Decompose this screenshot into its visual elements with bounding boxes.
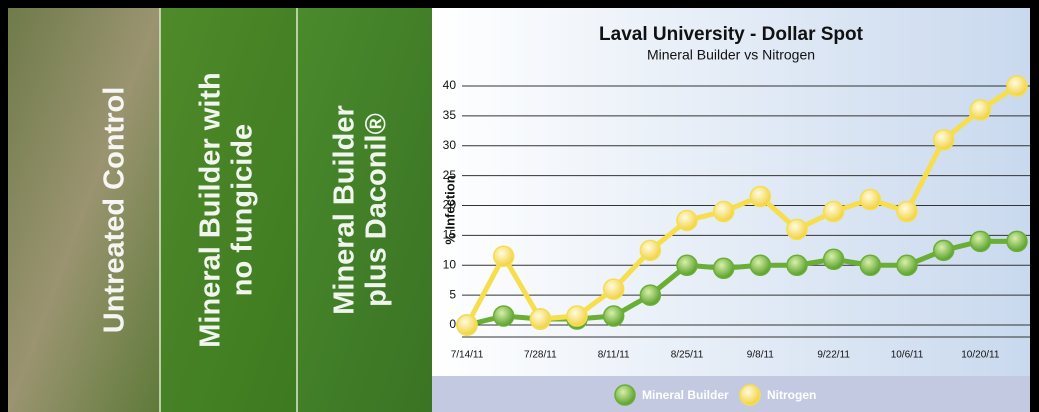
- x-tick-label: 7/28/11: [524, 350, 557, 361]
- panel-caption: plus Daconil®: [361, 113, 393, 307]
- panel-caption: no fungicide: [227, 124, 259, 296]
- y-tick-label: 5: [449, 287, 456, 301]
- point: [969, 230, 992, 253]
- x-tick-label: 10/20/11: [961, 350, 1000, 361]
- point: [896, 254, 918, 276]
- y-tick-label: 10: [443, 257, 457, 271]
- point: [749, 254, 772, 276]
- photo-panel: [8, 8, 160, 412]
- panel-caption: Untreated Control: [99, 87, 131, 334]
- point: [676, 254, 698, 276]
- x-tick-label: 8/11/11: [598, 350, 630, 361]
- point: [566, 305, 588, 327]
- point: [969, 99, 992, 121]
- legend-label: Mineral Builder: [642, 388, 729, 402]
- point: [822, 200, 845, 223]
- point: [529, 308, 552, 330]
- point: [602, 278, 625, 300]
- point: [1006, 230, 1028, 253]
- chart-subtitle: Mineral Builder vs Nitrogen: [647, 47, 815, 63]
- point: [786, 254, 808, 276]
- x-tick-label: 8/25/11: [671, 350, 704, 361]
- y-axis-label: % Infection: [442, 175, 457, 244]
- legend-marker: [614, 384, 636, 406]
- y-tick-label: 0: [449, 317, 456, 331]
- point: [822, 248, 845, 271]
- point: [676, 209, 698, 232]
- series-line: [464, 83, 1019, 327]
- point: [859, 188, 882, 211]
- legend-bar: [432, 376, 1030, 412]
- y-tick-label: 20: [443, 198, 457, 212]
- photo-panel: [297, 8, 432, 412]
- point: [712, 257, 735, 279]
- x-tick-label: 7/14/11: [451, 350, 484, 361]
- point: [492, 305, 515, 327]
- point: [1006, 75, 1028, 97]
- point: [859, 254, 882, 276]
- point: [456, 314, 478, 336]
- photo-panel: [160, 8, 297, 412]
- point: [749, 185, 772, 208]
- y-tick-label: 35: [443, 108, 457, 122]
- point: [492, 245, 515, 268]
- y-tick-label: 30: [443, 138, 457, 152]
- legend-label: Nitrogen: [767, 388, 816, 402]
- x-tick-label: 9/8/11: [747, 350, 774, 361]
- panel-caption: Mineral Builder: [329, 105, 361, 315]
- x-tick-label: 9/22/11: [817, 350, 850, 361]
- x-tick-label: 10/6/11: [891, 350, 924, 361]
- y-tick-label: 25: [443, 168, 457, 182]
- point: [786, 218, 808, 241]
- point: [932, 129, 955, 151]
- point: [896, 200, 918, 223]
- point: [602, 305, 625, 327]
- point: [712, 200, 735, 223]
- y-tick-label: 40: [443, 78, 457, 92]
- point: [932, 239, 955, 262]
- y-tick-label: 15: [443, 228, 457, 242]
- point: [639, 239, 662, 262]
- chart-title: Laval University - Dollar Spot: [599, 24, 864, 45]
- point: [639, 284, 662, 306]
- panel-caption: Mineral Builder with: [195, 72, 227, 348]
- legend-marker: [739, 384, 761, 406]
